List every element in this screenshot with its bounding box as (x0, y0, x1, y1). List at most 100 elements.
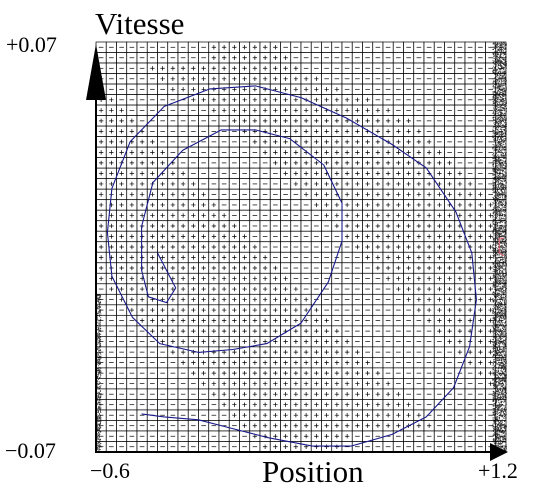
plus-mark (334, 381, 340, 386)
plus-mark (385, 108, 391, 113)
plus-mark (283, 66, 288, 71)
plus-mark (160, 160, 165, 166)
plus-mark (273, 129, 278, 134)
plus-mark (109, 150, 114, 155)
plus-mark (139, 202, 145, 208)
plus-mark (191, 339, 196, 344)
plus-mark (303, 76, 309, 81)
plus-mark (98, 192, 104, 197)
plus-mark (211, 391, 217, 397)
plus-mark (303, 370, 309, 376)
plus-mark (109, 234, 114, 239)
plus-mark (273, 55, 278, 60)
plus-mark (150, 192, 155, 197)
plus-mark (324, 213, 329, 218)
plus-mark (180, 66, 186, 71)
plus-mark (139, 213, 145, 218)
plus-mark (355, 139, 360, 145)
plus-mark (478, 265, 483, 271)
plus-mark (170, 171, 176, 176)
plus-mark (303, 339, 309, 344)
plus-mark (180, 192, 186, 197)
plus-mark (283, 434, 288, 439)
plus-mark (252, 391, 258, 397)
plus-mark (221, 223, 227, 229)
plus-mark (416, 286, 422, 292)
plus-mark (293, 118, 299, 124)
plus-mark (334, 129, 340, 134)
plus-mark (242, 339, 247, 344)
plus-mark (437, 307, 442, 313)
plus-mark (129, 129, 135, 134)
plus-mark (447, 339, 452, 344)
plus-mark (221, 97, 227, 103)
plus-mark (293, 129, 299, 134)
plus-mark (273, 97, 278, 103)
plus-mark (221, 286, 227, 292)
plus-mark (98, 213, 104, 218)
plus-mark (293, 97, 299, 103)
plus-mark (396, 118, 401, 124)
plus-mark (139, 192, 145, 197)
plus-mark (293, 381, 299, 386)
plus-mark (242, 265, 247, 271)
plus-mark (437, 150, 442, 155)
plus-mark (344, 202, 350, 208)
plus-mark (355, 381, 360, 386)
plus-mark (303, 391, 309, 397)
plus-mark (232, 318, 237, 323)
plus-mark (180, 276, 186, 281)
plus-mark (119, 202, 124, 208)
plus-mark (211, 318, 217, 323)
plus-mark (119, 171, 124, 176)
plus-mark (211, 87, 217, 92)
plus-mark (324, 97, 329, 103)
plus-mark (365, 108, 370, 113)
plus-mark (365, 139, 370, 145)
plus-mark (232, 381, 237, 386)
plus-mark (416, 234, 422, 239)
plus-mark (242, 255, 247, 260)
plus-mark (488, 286, 493, 292)
plus-mark (262, 413, 268, 418)
plus-mark (447, 234, 452, 239)
plus-mark (355, 413, 360, 418)
plus-mark (150, 160, 155, 166)
plus-mark (283, 444, 288, 449)
plus-mark (396, 255, 401, 260)
plus-mark (98, 223, 104, 229)
plus-mark (242, 413, 247, 418)
plus-mark (457, 318, 463, 323)
plus-mark (426, 265, 432, 271)
plus-mark (283, 349, 288, 355)
plus-mark (457, 255, 463, 260)
plus-mark (344, 434, 350, 439)
plus-mark (375, 192, 381, 197)
plus-mark (467, 255, 473, 260)
plus-mark (365, 234, 370, 239)
plus-mark (385, 423, 391, 428)
plus-mark (375, 423, 381, 428)
plus-mark (283, 413, 288, 418)
plus-mark (139, 160, 145, 166)
policy-grid (95, 41, 507, 453)
plus-mark (191, 297, 196, 302)
plus-mark (191, 318, 196, 323)
plus-mark (447, 328, 452, 334)
plus-mark (293, 87, 299, 92)
plus-mark (242, 118, 247, 124)
plus-mark (242, 307, 247, 313)
plus-mark (334, 391, 340, 397)
plus-mark (191, 234, 196, 239)
plus-mark (375, 391, 381, 397)
plus-mark (406, 160, 411, 166)
plus-mark (109, 223, 114, 229)
plus-mark (221, 255, 227, 260)
plus-mark (344, 349, 350, 355)
plus-mark (221, 297, 227, 302)
plus-mark (324, 423, 329, 428)
plus-mark (396, 192, 401, 197)
y-axis-title: Vitesse (95, 6, 185, 41)
plus-mark (365, 370, 370, 376)
plus-mark (365, 118, 370, 124)
